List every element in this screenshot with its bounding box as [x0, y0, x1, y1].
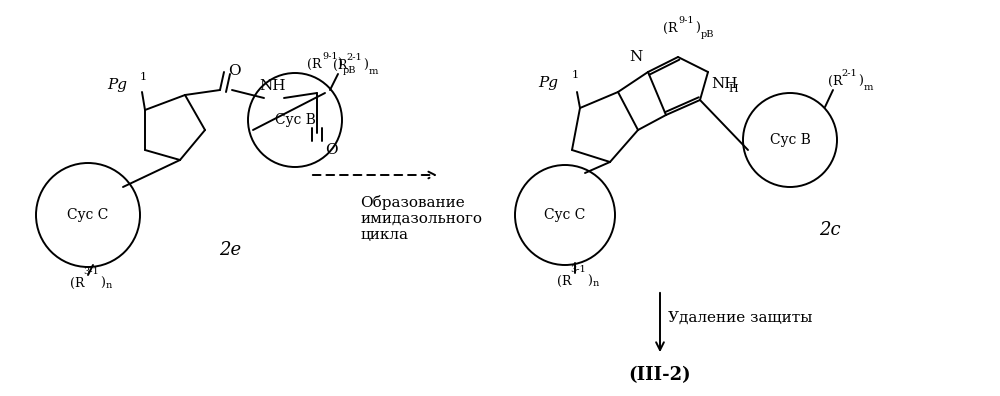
- Text: ): ): [695, 22, 700, 35]
- Text: 3-1: 3-1: [570, 265, 586, 274]
- Text: n: n: [593, 279, 599, 288]
- Text: (R: (R: [70, 277, 84, 290]
- Text: 1: 1: [572, 70, 579, 80]
- Text: 3-1: 3-1: [83, 267, 99, 276]
- Text: 9-1: 9-1: [322, 52, 338, 61]
- Text: ): ): [363, 59, 368, 72]
- Text: Pg: Pg: [107, 78, 127, 92]
- Text: (R: (R: [307, 58, 322, 71]
- Text: (R: (R: [828, 75, 842, 88]
- Text: ): ): [587, 275, 592, 288]
- Text: Удаление защиты: Удаление защиты: [668, 311, 812, 325]
- Text: H: H: [728, 84, 738, 94]
- Text: Pg: Pg: [538, 76, 558, 90]
- Text: 2-1: 2-1: [346, 53, 362, 62]
- Text: m: m: [864, 83, 873, 92]
- Text: Cyc B: Cyc B: [275, 113, 315, 127]
- Text: 9-1: 9-1: [678, 16, 694, 25]
- Text: O: O: [325, 143, 338, 157]
- Text: O: O: [228, 64, 241, 78]
- Text: Cyc B: Cyc B: [770, 133, 810, 147]
- Text: Образование
имидазольного
цикла: Образование имидазольного цикла: [360, 195, 482, 242]
- Text: pB: pB: [343, 66, 356, 75]
- Text: 1: 1: [140, 72, 147, 82]
- Text: n: n: [106, 281, 112, 290]
- Text: Cyc C: Cyc C: [544, 208, 586, 222]
- Text: NH: NH: [711, 77, 738, 91]
- Text: 2-1: 2-1: [841, 69, 857, 78]
- Text: ): ): [858, 75, 863, 88]
- Text: 2e: 2e: [219, 241, 241, 259]
- Text: m: m: [369, 67, 378, 76]
- Text: (R: (R: [333, 59, 348, 72]
- Text: N: N: [630, 50, 643, 64]
- Text: (R: (R: [663, 22, 678, 35]
- Text: ): ): [100, 277, 105, 290]
- Text: pB: pB: [701, 30, 714, 39]
- Text: (III-2): (III-2): [629, 366, 691, 384]
- Text: ): ): [337, 58, 342, 71]
- Text: Cyc C: Cyc C: [67, 208, 109, 222]
- Text: 2c: 2c: [819, 221, 841, 239]
- Text: (R: (R: [557, 275, 572, 288]
- Text: NH: NH: [259, 79, 285, 93]
